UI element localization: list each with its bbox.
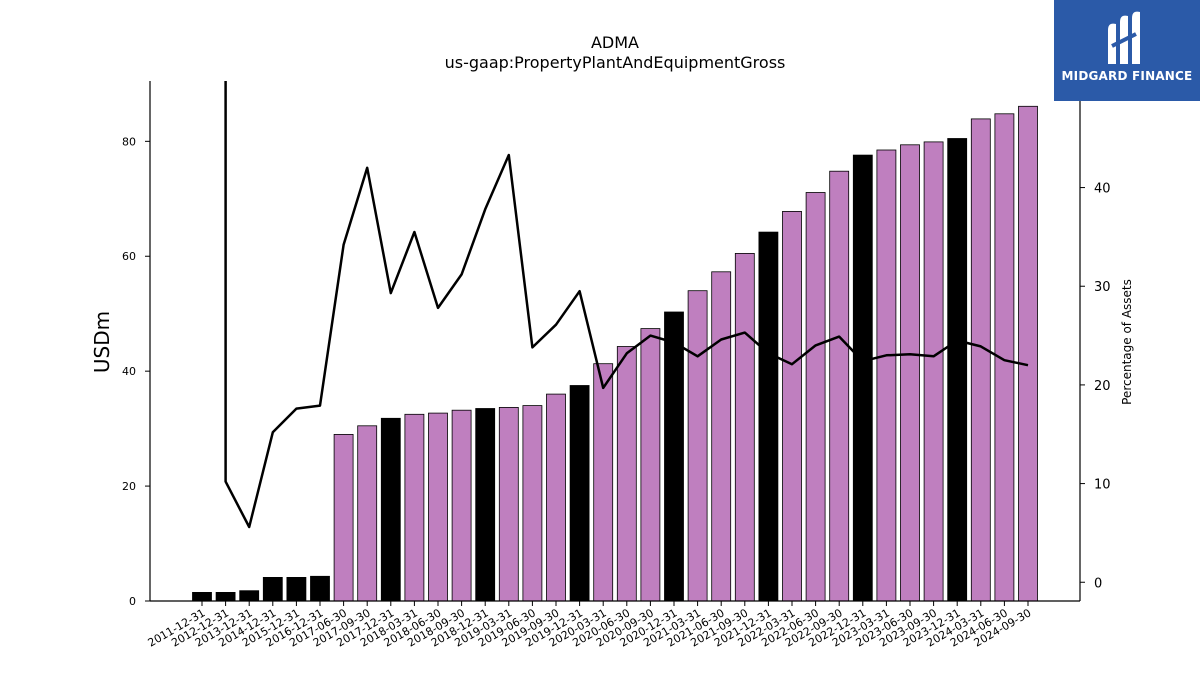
bar-2022-12-31 [852, 154, 873, 602]
bar-2022-03-31 [782, 210, 802, 602]
bar-2018-03-31 [404, 413, 425, 602]
tick-group: 0204060800102030402011-12-312012-12-3120… [122, 135, 1111, 649]
chart-subtitle: us-gaap:PropertyPlantAndEquipmentGross [445, 53, 786, 72]
bar-2024-03-31 [970, 118, 991, 602]
bar-2021-09-30 [734, 252, 755, 602]
bar-2023-03-31 [876, 149, 897, 602]
y2-tick-label: 30 [1094, 280, 1111, 295]
bar-group [192, 105, 1038, 602]
bar-2020-06-30 [616, 346, 637, 602]
bar-2022-06-30 [805, 192, 826, 602]
bar-2014-12-31 [262, 577, 283, 602]
y-axis-label: USDm [90, 311, 114, 373]
y-tick-label: 80 [122, 135, 136, 148]
y2-tick-label: 10 [1094, 478, 1111, 493]
bar-2020-12-31 [664, 311, 684, 602]
y-tick-label: 40 [122, 365, 136, 378]
y2-tick-label: 0 [1094, 576, 1102, 591]
bar-2013-12-31 [239, 590, 260, 602]
y2-tick-label: 40 [1094, 182, 1111, 197]
y-tick-label: 20 [122, 480, 136, 493]
bar-2021-03-31 [687, 290, 708, 602]
bar-2020-03-31 [593, 363, 614, 602]
bar-2012-12-31 [215, 592, 236, 602]
bar-2023-06-30 [900, 144, 920, 602]
midgard-logo-icon [1108, 11, 1140, 65]
bar-2021-12-31 [758, 231, 779, 602]
bar-2019-09-30 [546, 393, 566, 602]
bar-2018-09-30 [451, 409, 472, 602]
axes-group [149, 81, 1081, 602]
chart-title: ADMA [591, 33, 639, 52]
y-tick-label: 0 [129, 595, 136, 608]
y-tick-label: 60 [122, 250, 136, 263]
bar-2018-06-30 [428, 412, 448, 602]
bar-2019-03-31 [498, 406, 519, 602]
bar-2017-09-30 [357, 425, 378, 602]
bar-2021-06-30 [711, 271, 732, 602]
bar-2022-09-30 [829, 170, 850, 602]
bar-2023-09-30 [923, 141, 944, 602]
logo-text: MIDGARD FINANCE [1061, 69, 1193, 83]
y2-axis-label: Percentage of Assets [1120, 279, 1134, 405]
bar-2017-06-30 [333, 433, 354, 602]
bar-2019-06-30 [522, 405, 543, 602]
bar-2018-12-31 [475, 408, 496, 602]
midgard-finance-logo: MIDGARD FINANCE [1054, 0, 1200, 101]
y2-tick-label: 20 [1094, 379, 1111, 394]
bar-2011-12-31 [192, 592, 212, 602]
percentage-line [224, 81, 1029, 529]
bar-2017-12-31 [380, 417, 401, 602]
line-group [224, 81, 1029, 529]
bar-2024-09-30 [1018, 105, 1038, 602]
bar-2023-12-31 [947, 138, 968, 602]
bar-2015-12-31 [286, 577, 307, 602]
bar-2019-12-31 [569, 385, 590, 602]
bar-2020-09-30 [640, 328, 661, 602]
bar-2016-12-31 [310, 575, 330, 602]
